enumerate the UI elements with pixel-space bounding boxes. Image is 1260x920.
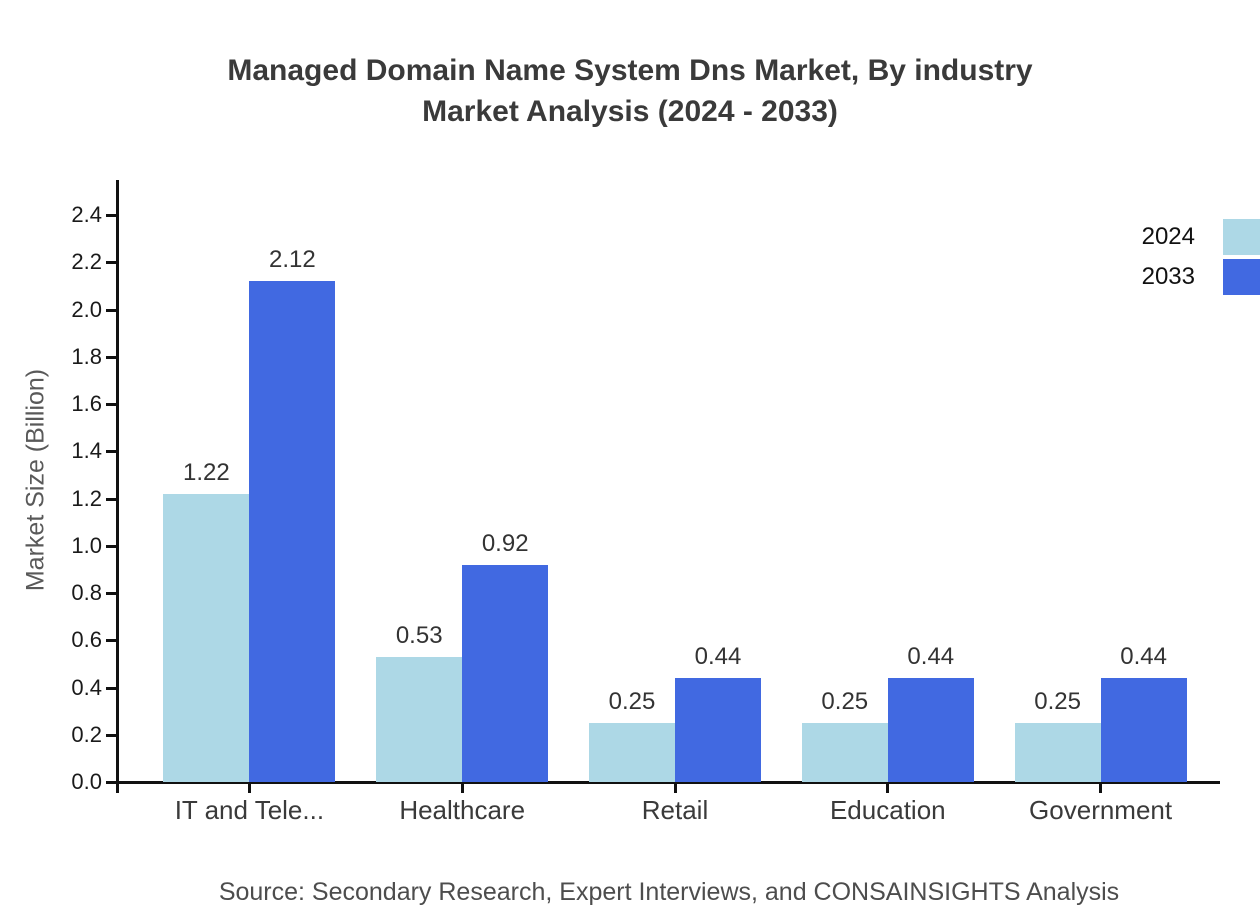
bar-value-label: 1.22 (183, 458, 230, 486)
y-tick-mark (106, 686, 116, 690)
y-tick-label: 2.4 (71, 202, 102, 228)
y-tick-mark (106, 214, 116, 218)
bar-2024: 0.25 (588, 688, 675, 782)
y-tick-mark (106, 403, 116, 407)
y-tick-mark (106, 544, 116, 548)
source-attribution: Source: Secondary Research, Expert Inter… (218, 878, 1120, 906)
y-tick-mark (106, 639, 116, 643)
legend-swatch (1223, 219, 1260, 255)
plot-area: 1.22 2.12 0.53 0.92 0.25 0.44 0.25 0.44 0.25 0.44… (71, 182, 1220, 825)
y-tick-mark (106, 497, 116, 501)
y-tick-label: 1.0 (71, 532, 102, 558)
y-tick-mark (106, 261, 116, 265)
bar-2024: 1.22 (163, 459, 250, 782)
bar-2033: 0.44 (674, 643, 761, 782)
y-tick-label: 2.0 (71, 296, 102, 322)
chart-title: Managed Domain Name System Dns Market, B… (227, 54, 1033, 128)
bar-value-label: 0.44 (694, 643, 742, 671)
bar-value-label: 0.44 (1120, 643, 1167, 671)
y-tick-mark (106, 308, 116, 312)
bar-group: 1.22 2.12 (143, 182, 356, 782)
bar-value-label: 0.53 (395, 621, 443, 649)
bar-group: 0.25 0.44 (569, 182, 782, 782)
y-tick-label: 0.0 (71, 769, 102, 794)
y-axis-spine (116, 180, 119, 793)
bar-value-label: 0.25 (821, 687, 869, 715)
bar-2024: 0.25 (1014, 688, 1101, 782)
bar-value-label: 0.44 (907, 643, 955, 671)
bar-group: 0.53 0.92 (356, 182, 569, 782)
y-tick-label: 1.8 (71, 343, 102, 369)
bar-value-label: 0.25 (1034, 687, 1081, 715)
y-tick-label: 0.6 (71, 627, 102, 653)
y-tick-mark (106, 733, 116, 737)
y-tick-label: 1.2 (71, 485, 102, 511)
x-tick-mark (460, 782, 464, 793)
legend: 2024 2033 (1142, 219, 1260, 299)
bar-group: 0.25 0.44 (781, 182, 994, 782)
x-tick-label: Education (829, 795, 946, 825)
bar-2024: 0.25 (801, 688, 888, 782)
bars-layer: 1.22 2.12 0.53 0.92 0.25 0.44 0.25 0.44 0.25 0.44 (143, 182, 1207, 782)
legend-label: 2024 (1141, 223, 1195, 250)
y-tick-mark (106, 355, 116, 359)
y-tick-label: 1.4 (71, 438, 102, 464)
x-tick-label: IT and Tele... (174, 795, 325, 825)
y-tick-label: 2.2 (71, 249, 102, 275)
bar-value-label: 2.12 (269, 246, 316, 274)
y-tick-label: 0.8 (71, 580, 102, 606)
y-tick-label: 0.2 (71, 721, 102, 747)
x-tick-label: Government (1029, 795, 1173, 825)
legend-row: 2024 (1142, 219, 1260, 255)
bar-2024: 0.53 (376, 622, 463, 782)
y-tick-mark (106, 450, 116, 454)
y-tick-label: 0.4 (71, 674, 102, 700)
bar-2033: 0.44 (1100, 643, 1187, 782)
x-tick-label: Healthcare (399, 795, 526, 825)
bar-group: 0.25 0.44 (994, 182, 1207, 782)
bar-value-label: 0.25 (608, 687, 656, 715)
y-tick-mark (106, 592, 116, 596)
x-tick-mark (886, 782, 890, 793)
x-tick-mark (1099, 782, 1103, 793)
x-tick-mark (673, 782, 677, 793)
legend-swatch (1223, 259, 1260, 295)
y-tick-mark (106, 781, 116, 784)
bar-2033: 0.44 (887, 643, 974, 782)
bar-2033: 0.92 (462, 530, 549, 782)
x-axis-spine (108, 781, 1220, 784)
legend-row: 2033 (1142, 259, 1260, 295)
bar-value-label: 0.92 (481, 529, 529, 557)
x-tick-label: Retail (641, 795, 709, 825)
x-tick-mark (247, 782, 251, 793)
legend-label: 2033 (1141, 263, 1195, 290)
y-tick-label: 1.6 (71, 391, 102, 417)
bar-2033: 2.12 (249, 246, 336, 782)
